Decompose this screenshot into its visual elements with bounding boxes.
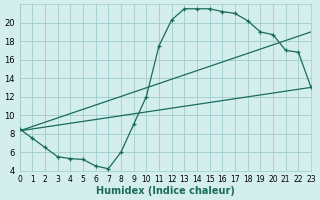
X-axis label: Humidex (Indice chaleur): Humidex (Indice chaleur) [96,186,235,196]
